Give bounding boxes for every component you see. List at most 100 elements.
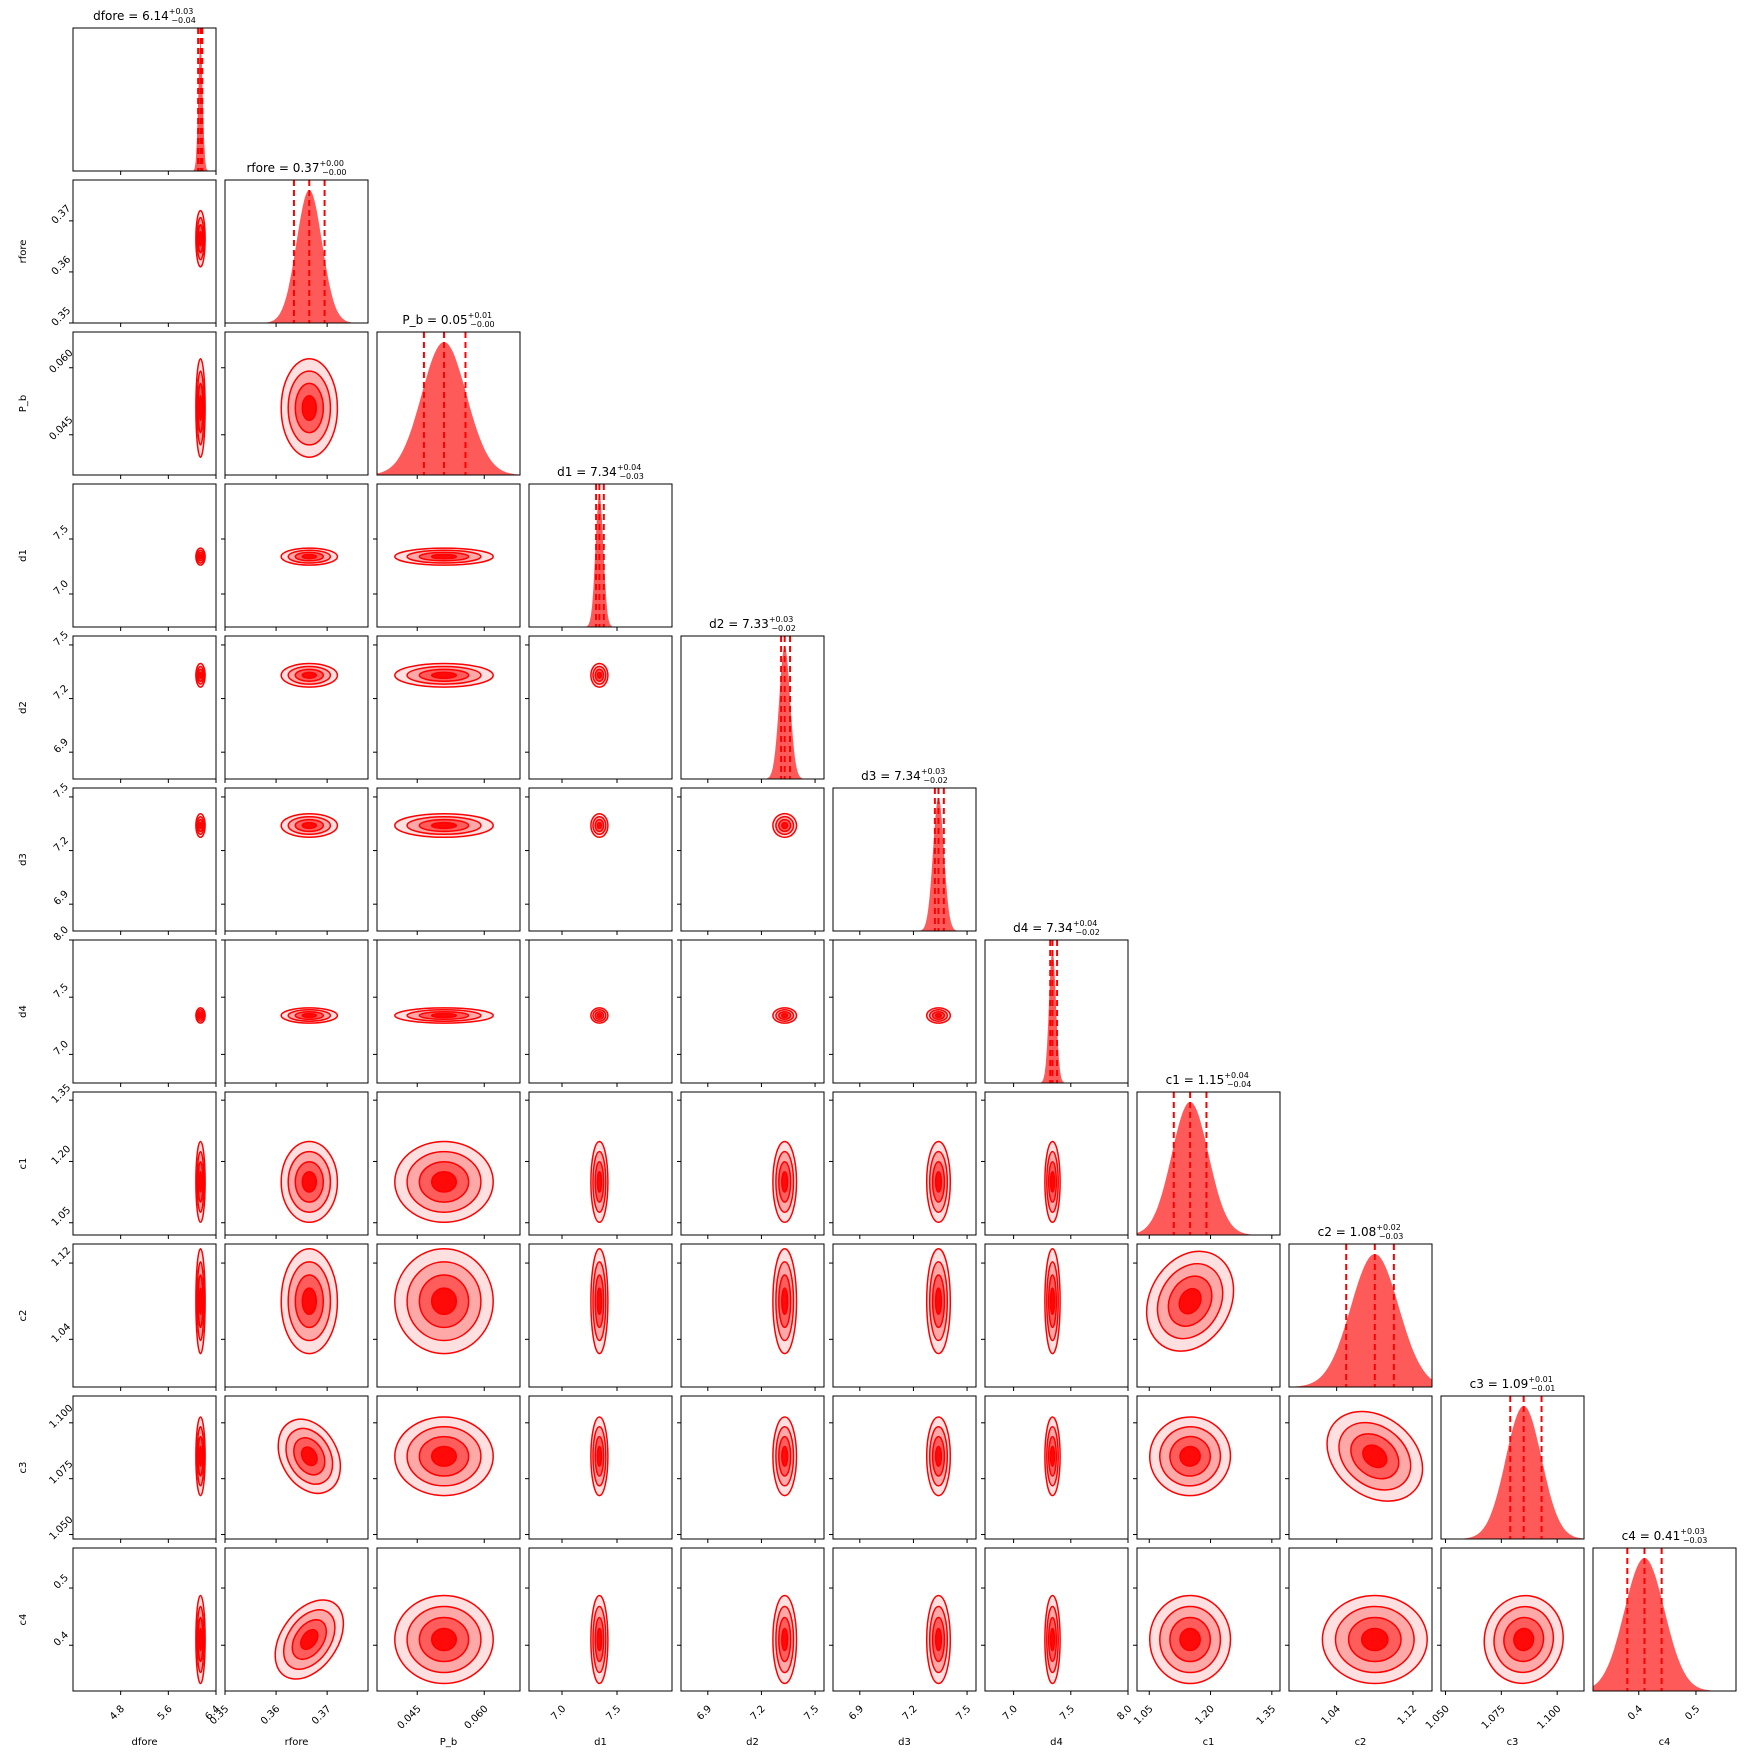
contour-level-4: [781, 1627, 789, 1652]
panel-frame: [680, 635, 825, 780]
contour-panel-d2-c1: [677, 1091, 825, 1239]
title-c4: c4 = 0.41+0.03 −0.03: [1622, 1527, 1708, 1545]
contour-panel-d3-c3: [829, 1395, 977, 1543]
contour-panel-c1-c3: [1133, 1395, 1281, 1543]
x-tick-label-c2: 1.12: [1396, 1704, 1420, 1728]
contour-level-4: [934, 1287, 943, 1316]
panel-frame: [1136, 1243, 1281, 1388]
contour-level-4: [781, 821, 789, 830]
contour-level-4: [198, 394, 203, 422]
title-c3: c3 = 1.09+0.01 −0.01: [1470, 1375, 1556, 1393]
panel-frame: [376, 1243, 521, 1388]
contour-panel-P_b-c2: [373, 1243, 521, 1391]
contour-panel-d1-d4: [525, 939, 673, 1087]
contour-level-4: [430, 1445, 458, 1467]
title-d1: d1 = 7.34+0.04 −0.03: [557, 463, 644, 481]
panel-frame: [72, 635, 217, 780]
contour-panel-dfore-d3: 6.9 7.2 7.5: [52, 781, 217, 935]
panel-frame: [832, 1243, 977, 1388]
histogram-area-d1: [529, 494, 672, 627]
y-tick-label-c3: 1.075: [47, 1459, 75, 1487]
y-tick-label-d4: 7.0: [52, 1039, 71, 1058]
y-tick-label-d2: 7.2: [52, 683, 71, 702]
panel-frame: [72, 939, 217, 1084]
y-axis-label-d1: d1: [18, 549, 29, 562]
contour-panel-rfore-d3: [221, 787, 369, 935]
x-tick-label-d1: 7.5: [604, 1704, 623, 1723]
contour-level-4: [430, 553, 458, 560]
contour-panel-P_b-d1: [373, 483, 521, 631]
contour-level-4: [934, 1171, 943, 1193]
panel-frame: [72, 1243, 217, 1388]
histogram-area-rfore: [225, 190, 368, 323]
x-tick-label-c3: 1.075: [1480, 1704, 1508, 1732]
y-axis-label-c1: c1: [18, 1158, 29, 1170]
panel-frame: [1440, 1395, 1585, 1540]
contour-panel-d2-c3: [677, 1395, 825, 1543]
x-tick-label-c4: 0.4: [1626, 1704, 1645, 1723]
panel-frame: [680, 1091, 825, 1236]
y-tick-label-d3: 7.2: [52, 835, 71, 854]
histogram-panel-c3: c3 = 1.09+0.01 −0.01: [1440, 1375, 1585, 1543]
x-tick-label-d3: 6.9: [847, 1704, 866, 1723]
contour-level-4: [1049, 1445, 1056, 1467]
y-tick-label-c3: 1.050: [47, 1515, 75, 1543]
contour-panel-rfore-c4: 0.35 0.36 0.37: [208, 1547, 369, 1727]
panel-frame: [376, 939, 521, 1084]
x-tick-label-d4: 7.0: [1001, 1704, 1020, 1723]
panel-frame: [1288, 1243, 1433, 1388]
contour-panel-d3-c1: [829, 1091, 977, 1239]
x-tick-label-d1: 7.0: [549, 1704, 568, 1723]
y-tick-label-c1: 1.20: [50, 1144, 74, 1168]
contour-panel-P_b-c3: [373, 1395, 521, 1543]
panel-frame: [680, 1243, 825, 1388]
x-axis-label-c4: c4: [1659, 1737, 1671, 1748]
x-tick-label-c3: 1.100: [1536, 1704, 1564, 1732]
x-axis-label-d2: d2: [746, 1737, 759, 1748]
contour-level-4: [596, 671, 603, 679]
contour-panel-c2-c4: 1.04 1.12: [1285, 1547, 1433, 1728]
panel-frame: [984, 1091, 1129, 1236]
panel-frame: [72, 1547, 217, 1692]
contour-level-4: [198, 821, 203, 830]
panel-frame: [680, 1395, 825, 1540]
title-c2: c2 = 1.08+0.02 −0.03: [1318, 1223, 1404, 1241]
contour-panel-d4-c1: [981, 1091, 1129, 1239]
contour-panel-d2-c2: [677, 1243, 825, 1391]
panel-frame: [376, 1091, 521, 1236]
y-axis-label-P_b: P_b: [18, 395, 29, 412]
contour-panel-d1-d3: [525, 787, 673, 935]
panel-frame: [832, 787, 977, 932]
contour-panel-c1-c4: 1.05 1.20 1.35: [1132, 1547, 1281, 1727]
contour-level-4: [301, 1012, 318, 1019]
contour-level-4: [596, 1287, 603, 1316]
contour-level-4: [198, 230, 203, 247]
contour-panel-d1-c4: 7.0 7.5: [525, 1547, 673, 1723]
y-tick-label-c4: 0.4: [52, 1630, 71, 1649]
contour-panel-P_b-d2: [373, 635, 521, 783]
contour-level-4: [430, 1287, 458, 1316]
y-tick-label-c4: 0.5: [52, 1573, 71, 1592]
contour-level-4: [1179, 1445, 1201, 1467]
y-axis-label-c3: c3: [18, 1462, 29, 1474]
contour-panel-c2-c3: [1285, 1395, 1433, 1543]
histogram-panel-c2: c2 = 1.08+0.02 −0.03: [1288, 1223, 1433, 1391]
x-axis-label-d3: d3: [898, 1737, 911, 1748]
title-rfore: rfore = 0.37+0.00 −0.00: [247, 159, 347, 177]
panel-frame: [1136, 1547, 1281, 1692]
y-tick-label-c1: 1.35: [50, 1082, 74, 1106]
panel-frame: [680, 1547, 825, 1692]
contour-level-4: [596, 1171, 603, 1193]
contour-panel-d2-c4: 6.9 7.2 7.5: [677, 1547, 825, 1723]
x-axis-label-c1: c1: [1203, 1737, 1215, 1748]
contour-level-4: [781, 1445, 789, 1467]
contour-level-4: [781, 1012, 789, 1019]
y-tick-label-d4: 7.5: [52, 982, 71, 1001]
panel-frame: [376, 1547, 521, 1692]
panel-frame: [528, 1395, 673, 1540]
panel-frame: [224, 1547, 369, 1692]
contour-level-4: [1049, 1171, 1056, 1193]
x-tick-label-d4: 7.5: [1058, 1704, 1077, 1723]
contour-level-4: [781, 1171, 789, 1193]
x-tick-label-d2: 7.2: [749, 1704, 768, 1723]
